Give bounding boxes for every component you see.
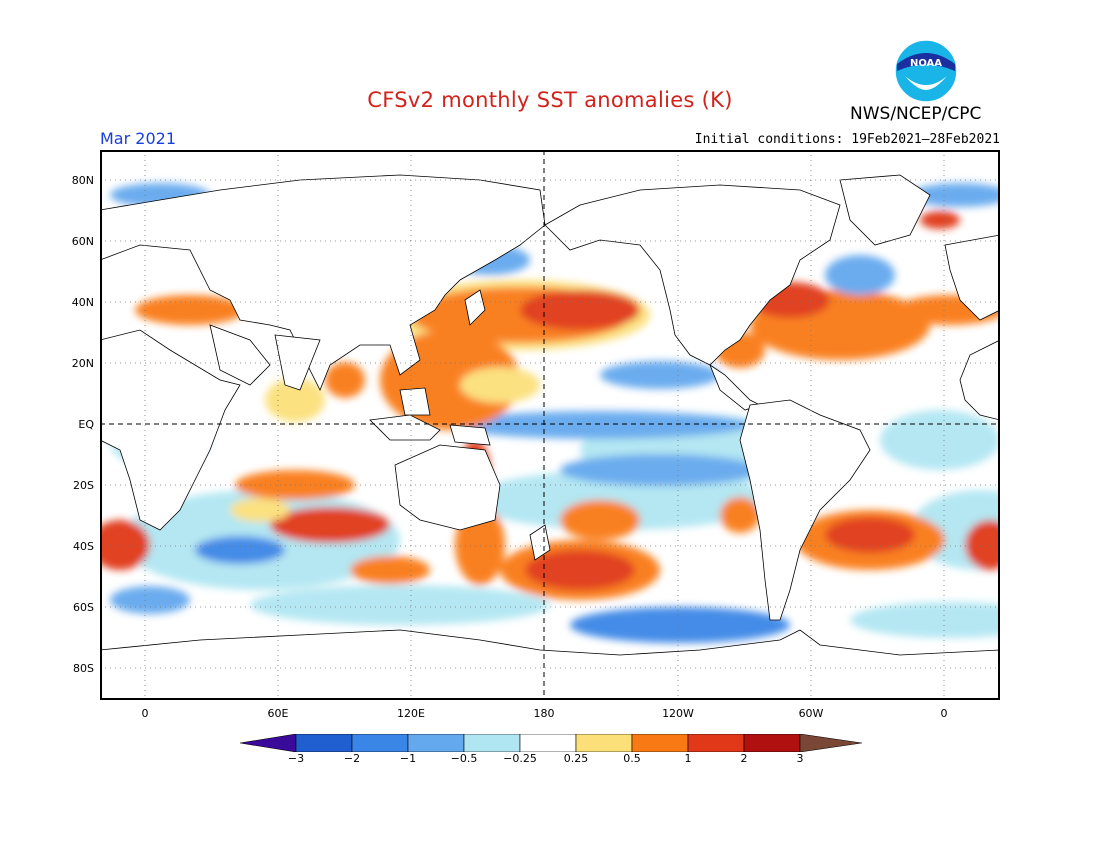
colorbar-box <box>631 733 689 753</box>
colorbar-tick-label: −3 <box>287 752 305 765</box>
colorbar-tick-label: 0.5 <box>623 752 641 765</box>
forecast-month: Mar 2021 <box>100 129 176 148</box>
india <box>274 334 321 391</box>
lat-label: 60N <box>71 235 94 248</box>
colorbar-arrow-low <box>239 733 297 753</box>
japan <box>464 289 486 326</box>
north-america <box>544 184 841 366</box>
colorbar-box <box>407 733 465 753</box>
colorbar-box <box>687 733 745 753</box>
colorbar-tick-label: 3 <box>796 752 804 765</box>
colorbar-box <box>295 733 353 753</box>
colorbar-tick-label: −2 <box>343 752 361 765</box>
indonesia <box>369 414 441 441</box>
colorbar-tick-label: −0.25 <box>503 752 537 765</box>
lat-label: 60S <box>73 601 94 614</box>
lat-label: 20N <box>71 357 94 370</box>
greenland <box>839 174 931 246</box>
lat-label: 40S <box>73 540 94 553</box>
graticule <box>100 150 1000 700</box>
land-masses <box>100 174 1000 700</box>
arabia <box>209 324 271 386</box>
colorbar-tick-label: 0.25 <box>563 752 589 765</box>
lat-label: 40N <box>71 296 94 309</box>
colorbar-arrow-high <box>799 733 863 753</box>
europe-right <box>944 234 1000 321</box>
lon-label: 180 <box>533 707 555 720</box>
colorbar-tick-label: −0.5 <box>450 752 478 765</box>
reference-lines <box>100 150 1000 700</box>
initial-conditions: Initial conditions: 19Feb2021–28Feb2021 <box>694 132 1000 147</box>
colorbar <box>239 733 863 753</box>
new-guinea <box>449 424 491 446</box>
lon-label: 0 <box>141 707 149 720</box>
colorbar-tick-label: 2 <box>740 752 748 765</box>
lon-label: 0 <box>940 707 948 720</box>
lat-label: EQ <box>78 418 94 431</box>
colorbar-tick-label: 1 <box>684 752 692 765</box>
lon-label: 60E <box>267 707 289 720</box>
colorbar-box <box>743 733 801 753</box>
borneo <box>399 387 431 416</box>
colorbar-tick-label: −1 <box>399 752 417 765</box>
africa-west <box>959 339 1000 421</box>
colorbar-box <box>519 733 577 753</box>
anomaly-field <box>100 183 1000 643</box>
south-america <box>739 399 871 621</box>
australia <box>394 444 501 531</box>
sst-anomaly-map <box>100 150 1000 700</box>
africa <box>100 329 241 531</box>
noaa-logo: NOAA <box>893 38 959 104</box>
logo-text: NOAA <box>910 58 942 69</box>
eurasia <box>100 174 546 391</box>
lat-label: 80S <box>73 662 94 675</box>
colorbar-box <box>463 733 521 753</box>
new-zealand <box>529 524 551 561</box>
agency-label: NWS/NCEP/CPC <box>850 104 982 124</box>
lat-label: 80N <box>71 174 94 187</box>
lon-label: 60W <box>798 707 824 720</box>
colorbar-box <box>351 733 409 753</box>
lon-label: 120E <box>397 707 425 720</box>
map-title: CFSv2 monthly SST anomalies (K) <box>367 88 733 112</box>
lon-label: 120W <box>662 707 694 720</box>
antarctica <box>100 629 1000 700</box>
lat-label: 20S <box>73 479 94 492</box>
colorbar-box <box>575 733 633 753</box>
